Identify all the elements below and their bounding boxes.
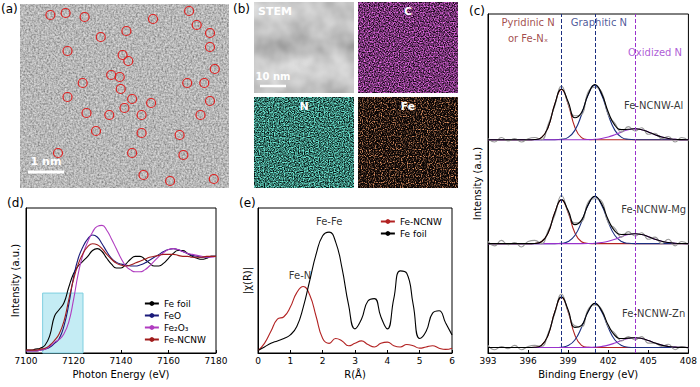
svg-text:Fe foil: Fe foil xyxy=(400,229,427,239)
svg-text:R(Å): R(Å) xyxy=(344,368,366,380)
svg-text:7180: 7180 xyxy=(205,356,228,366)
svg-text:Fe-N: Fe-N xyxy=(289,270,311,281)
svg-text:FeO: FeO xyxy=(164,311,181,321)
svg-text:(e): (e) xyxy=(239,196,256,210)
svg-text:2: 2 xyxy=(320,356,326,366)
svg-text:Pyridinic N: Pyridinic N xyxy=(501,17,554,28)
svg-text:or Fe-Nₓ: or Fe-Nₓ xyxy=(508,33,548,44)
svg-text:Graphitic N: Graphitic N xyxy=(571,17,627,28)
svg-text:N: N xyxy=(299,100,308,113)
svg-text:4: 4 xyxy=(384,356,390,366)
svg-text:(b): (b) xyxy=(233,2,250,16)
svg-text:Intensity (a.u.): Intensity (a.u.) xyxy=(472,147,483,220)
svg-text:7120: 7120 xyxy=(62,356,85,366)
svg-text:0: 0 xyxy=(255,356,261,366)
svg-text:(c): (c) xyxy=(469,4,485,18)
svg-text:1: 1 xyxy=(287,356,293,366)
svg-text:405: 405 xyxy=(640,356,657,366)
svg-text:402: 402 xyxy=(600,356,617,366)
svg-text:6: 6 xyxy=(449,356,455,366)
svg-text:Fe-Fe: Fe-Fe xyxy=(316,216,342,227)
svg-text:7140: 7140 xyxy=(110,356,133,366)
svg-text:Fe-NCNW: Fe-NCNW xyxy=(400,217,442,227)
svg-text:Fe₂O₃: Fe₂O₃ xyxy=(164,323,189,333)
svg-text:10 nm: 10 nm xyxy=(256,71,291,82)
svg-text:Fe foil: Fe foil xyxy=(164,299,191,309)
svg-text:Photon Energy (eV): Photon Energy (eV) xyxy=(72,369,169,380)
svg-text:Fe-NCNW: Fe-NCNW xyxy=(164,335,206,345)
svg-text:1 nm: 1 nm xyxy=(31,155,62,168)
svg-text:Fe-NCNW-Zn: Fe-NCNW-Zn xyxy=(622,308,685,319)
svg-text:408: 408 xyxy=(680,356,697,366)
svg-text:3: 3 xyxy=(352,356,358,366)
svg-text:396: 396 xyxy=(519,356,536,366)
svg-text:Binding Energy (eV): Binding Energy (eV) xyxy=(538,369,638,380)
svg-text:C: C xyxy=(404,5,412,18)
svg-text:(d): (d) xyxy=(7,196,24,210)
svg-text:399: 399 xyxy=(560,356,577,366)
svg-text:393: 393 xyxy=(479,356,496,366)
svg-text:Fe-NCNW-Mg: Fe-NCNW-Mg xyxy=(621,204,686,215)
svg-text:Oxidized N: Oxidized N xyxy=(628,47,682,58)
svg-text:7100: 7100 xyxy=(15,356,38,366)
svg-text:STEM: STEM xyxy=(258,5,292,18)
svg-text:Fe: Fe xyxy=(401,100,416,113)
svg-text:|χ(R)|: |χ(R)| xyxy=(242,267,254,294)
svg-text:Fe-NCNW-Al: Fe-NCNW-Al xyxy=(624,100,683,111)
svg-text:7160: 7160 xyxy=(157,356,180,366)
svg-text:(a): (a) xyxy=(1,2,18,16)
svg-text:Intensity (a.u.): Intensity (a.u.) xyxy=(10,244,21,317)
svg-text:5: 5 xyxy=(417,356,423,366)
